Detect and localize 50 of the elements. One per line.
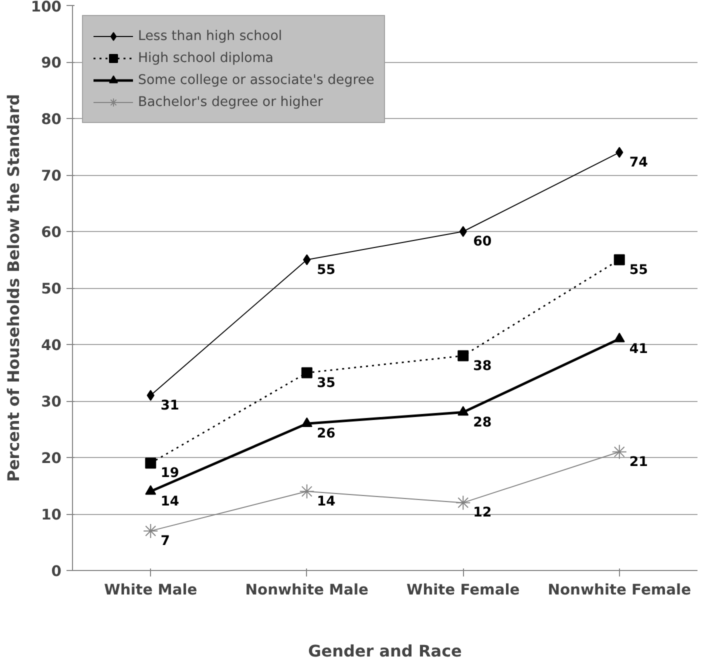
- x-tick-label: Nonwhite Male: [245, 582, 369, 598]
- y-tick-label: 100: [30, 0, 62, 16]
- point: [614, 254, 625, 266]
- point: [458, 406, 469, 416]
- point: [614, 332, 625, 342]
- x-tick-label: White Female: [406, 582, 520, 598]
- y-tick-label: 20: [41, 450, 62, 467]
- point: [145, 485, 156, 495]
- y-tick-label: 10: [41, 506, 62, 524]
- legend-label: High school diploma: [138, 50, 274, 66]
- data-label: 28: [473, 415, 492, 430]
- point: [301, 367, 312, 378]
- legend-label: Less than high school: [138, 28, 282, 44]
- y-tick-label: 70: [41, 168, 62, 184]
- point: [459, 226, 467, 237]
- y-tick-label: 60: [41, 224, 62, 241]
- data-label: 31: [160, 398, 180, 414]
- data-label: 41: [629, 342, 648, 357]
- data-label: 55: [316, 262, 336, 278]
- legend-label: Some college or associate's degree: [138, 72, 374, 88]
- y-tick-label: 90: [41, 54, 62, 72]
- data-label: 12: [473, 506, 492, 521]
- x-tick-label: White Male: [104, 582, 198, 598]
- data-label: 74: [629, 155, 648, 170]
- y-tick-label: 0: [51, 563, 62, 580]
- data-label: 26: [316, 426, 336, 442]
- point: [299, 484, 314, 499]
- data-label: 19: [160, 466, 180, 482]
- data-label: 7: [160, 534, 170, 549]
- point: [456, 495, 471, 510]
- point: [143, 523, 158, 538]
- data-label: 60: [473, 234, 492, 250]
- y-tick-label: 80: [41, 111, 62, 128]
- point: [458, 350, 469, 362]
- legend-label: Bachelor's degree or higher: [138, 94, 324, 110]
- point: [145, 458, 156, 469]
- x-tick-label: Nonwhite Female: [548, 582, 692, 598]
- y-tick-label: 50: [41, 280, 62, 298]
- data-label: 55: [629, 262, 648, 278]
- point: [612, 444, 627, 460]
- y-tick-label: 40: [41, 337, 62, 354]
- data-label: 21: [629, 454, 648, 470]
- data-label: 14: [160, 494, 180, 510]
- data-label: 35: [316, 376, 336, 391]
- data-label: 38: [473, 358, 492, 374]
- data-label: 14: [316, 494, 336, 510]
- point: [301, 417, 312, 427]
- y-tick-label: 30: [41, 394, 62, 410]
- x-axis-title: Gender and Race: [308, 642, 462, 660]
- y-axis-title: Percent of Households Below the Standard: [4, 94, 23, 482]
